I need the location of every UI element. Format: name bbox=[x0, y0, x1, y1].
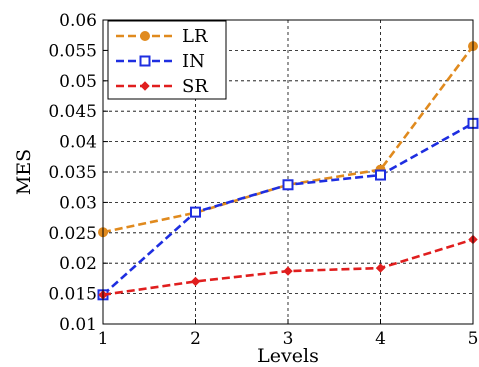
x-tick-label: 1 bbox=[98, 329, 109, 349]
y-tick-label: 0.02 bbox=[59, 254, 97, 274]
y-tick-label: 0.04 bbox=[59, 133, 97, 153]
legend-marker bbox=[139, 55, 151, 67]
plot-frame bbox=[102, 19, 474, 325]
legend-marker bbox=[140, 31, 150, 41]
y-tick-label: 0.05 bbox=[59, 72, 97, 92]
data-point-sr bbox=[375, 263, 386, 273]
series-line-lr bbox=[102, 45, 475, 234]
data-point-sr bbox=[283, 266, 293, 276]
legend-label: LR bbox=[182, 26, 208, 47]
y-tick-label: 0.025 bbox=[48, 224, 97, 244]
legend-marker bbox=[140, 81, 150, 91]
legend-label: SR bbox=[182, 76, 208, 97]
y-tick-label: 0.035 bbox=[48, 163, 97, 183]
y-tick-label: 0.015 bbox=[48, 285, 97, 305]
legend-entry-in: IN bbox=[116, 51, 205, 72]
data-point-in bbox=[375, 169, 386, 181]
x-axis-label: Levels bbox=[257, 345, 319, 367]
x-tick-label: 2 bbox=[190, 329, 201, 349]
axis-ticks: 0.01 0.015 0.02 0.025 0.03 0.035 0.04 0.045 0.05… bbox=[48, 11, 478, 349]
legend: LR IN SR bbox=[107, 20, 227, 100]
y-tick-label: 0.03 bbox=[59, 193, 97, 213]
x-tick-label: 3 bbox=[283, 329, 294, 349]
data-point-in bbox=[190, 206, 201, 218]
legend-label: IN bbox=[182, 51, 205, 72]
data-point-in bbox=[282, 179, 294, 191]
data-point-sr bbox=[190, 276, 201, 287]
y-tick-label: 0.045 bbox=[48, 102, 97, 122]
x-tick-label: 5 bbox=[468, 329, 479, 349]
legend-entry-sr: SR bbox=[116, 76, 208, 97]
y-tick-label: 0.01 bbox=[59, 315, 97, 335]
y-tick-label: 0.06 bbox=[59, 11, 97, 31]
y-axis-label: MES bbox=[13, 149, 35, 195]
x-tick-label: 4 bbox=[375, 329, 386, 349]
legend-entry-lr: LR bbox=[116, 26, 208, 47]
y-tick-label: 0.055 bbox=[48, 41, 97, 61]
